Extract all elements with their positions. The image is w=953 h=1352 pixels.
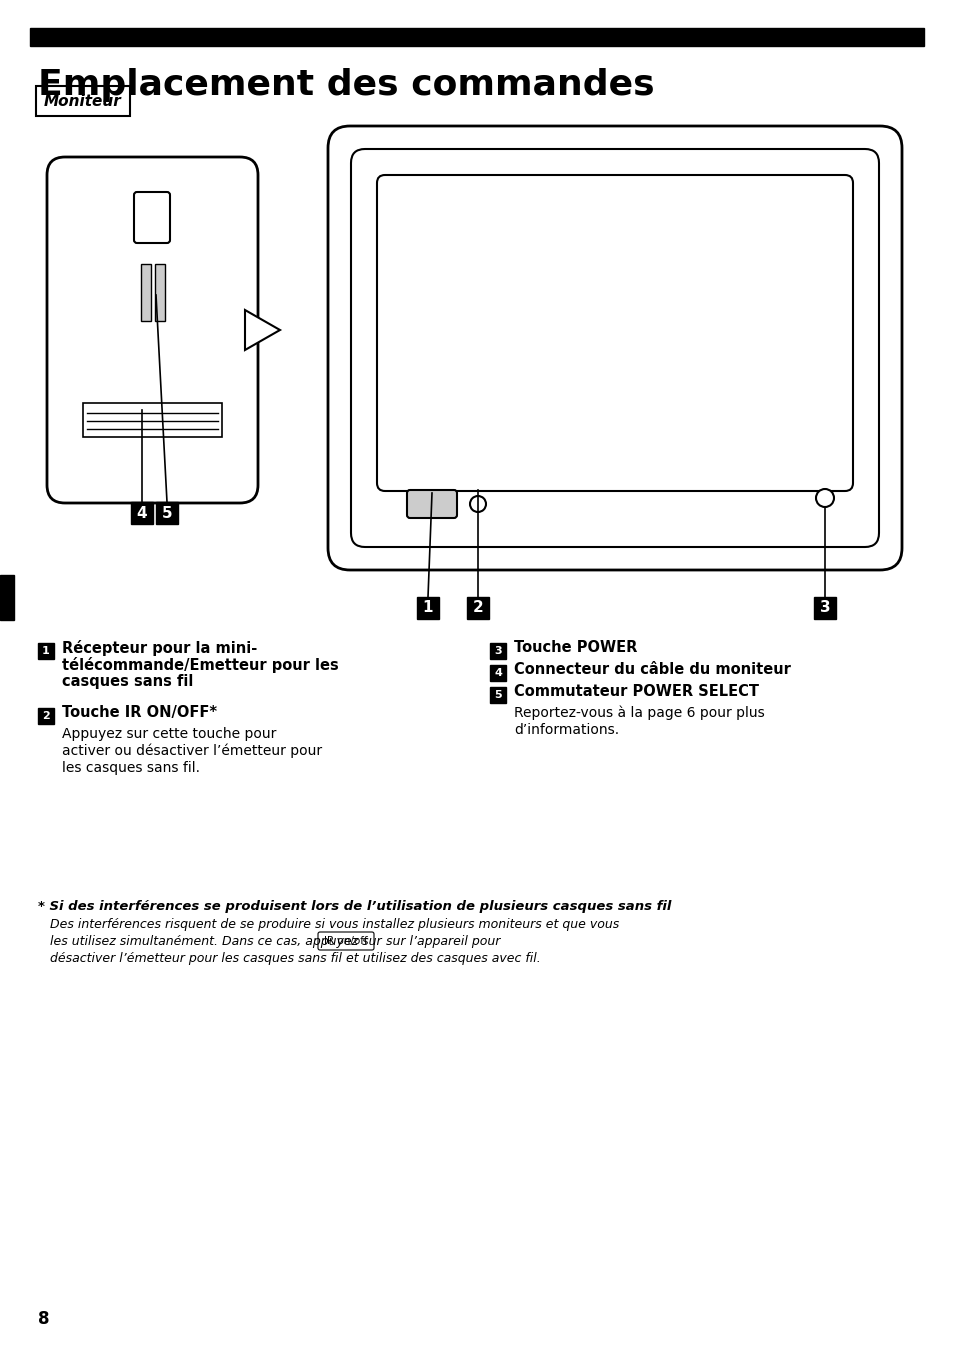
Bar	[38, 644, 54, 658]
Text: * Si des interférences se produisent lors de l’utilisation de plusieurs casques : * Si des interférences se produisent lor…	[38, 900, 671, 913]
Bar	[490, 687, 505, 703]
Text: 1: 1	[42, 646, 50, 656]
Text: Moniteur: Moniteur	[44, 93, 122, 108]
Text: Appuyez sur cette touche pour: Appuyez sur cette touche pour	[62, 727, 276, 741]
Bar	[0, 575, 14, 621]
Text: 4: 4	[494, 668, 501, 677]
Text: 5: 5	[494, 690, 501, 700]
Text: IR on/off: IR on/off	[324, 936, 368, 946]
Text: 3: 3	[494, 646, 501, 656]
Text: les casques sans fil.: les casques sans fil.	[62, 761, 200, 775]
FancyBboxPatch shape	[47, 157, 257, 503]
Text: 8: 8	[38, 1310, 50, 1328]
Text: Récepteur pour la mini-: Récepteur pour la mini-	[62, 639, 257, 656]
Text: 3: 3	[819, 600, 829, 615]
Text: sur l’appareil pour: sur l’appareil pour	[377, 936, 500, 948]
Bar	[490, 665, 505, 681]
Text: 1: 1	[422, 600, 433, 615]
FancyBboxPatch shape	[328, 126, 901, 571]
Text: 2: 2	[42, 711, 50, 721]
Text: Commutateur POWER SELECT: Commutateur POWER SELECT	[514, 684, 759, 699]
Circle shape	[815, 489, 833, 507]
Text: Emplacement des commandes: Emplacement des commandes	[38, 68, 654, 101]
Polygon shape	[245, 310, 280, 350]
FancyBboxPatch shape	[133, 192, 170, 243]
FancyBboxPatch shape	[83, 403, 222, 437]
FancyBboxPatch shape	[407, 489, 456, 518]
Bar	[416, 598, 438, 619]
Bar	[467, 598, 489, 619]
Text: d’informations.: d’informations.	[514, 723, 618, 737]
Text: 2: 2	[472, 600, 483, 615]
Text: casques sans fil: casques sans fil	[62, 675, 193, 690]
Text: désactiver l’émetteur pour les casques sans fil et utilisez des casques avec fil: désactiver l’émetteur pour les casques s…	[50, 952, 540, 965]
Text: Connecteur du câble du moniteur: Connecteur du câble du moniteur	[514, 662, 790, 677]
Text: les utilisez simultanément. Dans ce cas, appuyez sur: les utilisez simultanément. Dans ce cas,…	[50, 936, 389, 948]
FancyBboxPatch shape	[376, 174, 852, 491]
FancyBboxPatch shape	[317, 932, 374, 950]
Bar	[156, 502, 178, 525]
Text: 4: 4	[136, 506, 147, 521]
Text: Touche POWER: Touche POWER	[514, 639, 637, 654]
FancyBboxPatch shape	[36, 87, 130, 116]
Text: Des interférences risquent de se produire si vous installez plusieurs moniteurs : Des interférences risquent de se produir…	[50, 918, 618, 932]
Bar	[813, 598, 835, 619]
FancyBboxPatch shape	[351, 149, 878, 548]
FancyBboxPatch shape	[154, 264, 165, 320]
Bar	[131, 502, 152, 525]
Text: télécommande/Emetteur pour les: télécommande/Emetteur pour les	[62, 657, 338, 673]
Text: Touche IR ON/OFF*: Touche IR ON/OFF*	[62, 704, 217, 721]
Bar	[490, 644, 505, 658]
Text: 5: 5	[161, 506, 172, 521]
Text: Reportez-vous à la page 6 pour plus: Reportez-vous à la page 6 pour plus	[514, 706, 764, 721]
Bar	[30, 28, 923, 46]
FancyBboxPatch shape	[141, 264, 151, 320]
Text: activer ou désactiver l’émetteur pour: activer ou désactiver l’émetteur pour	[62, 744, 322, 758]
Bar	[38, 708, 54, 725]
Circle shape	[470, 496, 485, 512]
